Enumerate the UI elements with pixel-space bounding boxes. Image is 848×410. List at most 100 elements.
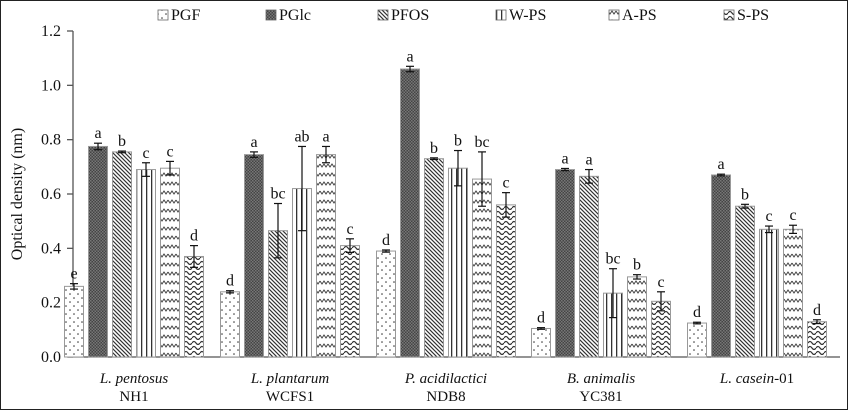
significance-letter: a bbox=[250, 134, 257, 151]
significance-letter: b bbox=[118, 133, 126, 150]
error-bar bbox=[717, 173, 725, 177]
legend-item-s-ps: S-PS bbox=[723, 7, 769, 24]
category-label-species: P. acidilactici bbox=[404, 371, 487, 387]
bar-pgf-0 bbox=[64, 285, 84, 358]
legend-item-pfos: PFOS bbox=[377, 7, 429, 24]
error-bar bbox=[406, 65, 414, 73]
error-bar bbox=[166, 160, 174, 176]
significance-letter: d bbox=[382, 232, 390, 249]
y-tick-label: 0.4 bbox=[41, 240, 61, 257]
error-bar bbox=[118, 150, 126, 154]
bar-pgf-3 bbox=[531, 327, 551, 358]
legend-item-a-ps: A-PS bbox=[608, 7, 657, 24]
legend-label: A-PS bbox=[622, 7, 657, 24]
significance-letter: b bbox=[430, 140, 438, 157]
error-bar bbox=[190, 245, 198, 268]
error-bar bbox=[250, 151, 258, 158]
significance-letter: ab bbox=[294, 128, 309, 145]
significance-letter: a bbox=[94, 125, 101, 142]
category-label-strain: WCFS1 bbox=[266, 389, 314, 405]
legend-item-pgf: PGF bbox=[157, 7, 200, 24]
bar-w-ps-2 bbox=[448, 167, 468, 358]
y-tick-label: 0.8 bbox=[41, 132, 61, 149]
significance-letter: bc bbox=[605, 251, 620, 268]
bar-pgf-4 bbox=[687, 322, 707, 358]
error-bar bbox=[502, 192, 510, 218]
significance-letter: b bbox=[741, 186, 749, 203]
legend-label: PFOS bbox=[391, 7, 429, 24]
significance-letter: a bbox=[585, 152, 592, 169]
significance-letter: d bbox=[813, 302, 821, 319]
legend-label: W-PS bbox=[509, 7, 546, 24]
category-label-species: L. plantarum bbox=[250, 371, 330, 387]
significance-letter: d bbox=[190, 228, 198, 245]
significance-letter: b bbox=[454, 133, 462, 150]
significance-letter: c bbox=[166, 143, 173, 160]
error-bar bbox=[142, 162, 150, 177]
category-label-strain: YC381 bbox=[579, 389, 622, 405]
bar-pfos-3 bbox=[579, 175, 599, 358]
y-tick-label: 0.0 bbox=[41, 349, 61, 366]
bar-a-ps-0 bbox=[160, 167, 180, 358]
legend-swatch bbox=[608, 9, 620, 21]
bar-pgf-1 bbox=[220, 291, 240, 358]
significance-letter: bc bbox=[270, 186, 285, 203]
y-tick-label: 0.6 bbox=[41, 186, 61, 203]
significance-letter: c bbox=[657, 274, 664, 291]
bar-pglc-0 bbox=[88, 145, 108, 358]
error-bar bbox=[765, 225, 773, 234]
error-bar bbox=[609, 268, 617, 319]
error-bar bbox=[693, 321, 701, 325]
legend-swatch bbox=[157, 9, 169, 21]
bar-pfos-4 bbox=[735, 205, 755, 358]
error-bar bbox=[94, 142, 102, 151]
significance-letter: bc bbox=[474, 134, 489, 151]
category-label-species: L. pentosus bbox=[99, 371, 169, 387]
significance-letter: d bbox=[537, 310, 545, 327]
bar-pglc-3 bbox=[555, 169, 575, 358]
significance-letter: a bbox=[322, 128, 329, 145]
significance-letter: c bbox=[789, 207, 796, 224]
bar-a-ps-3 bbox=[627, 276, 647, 358]
legend-swatch bbox=[723, 9, 735, 21]
error-bar bbox=[657, 291, 665, 312]
bar-pglc-4 bbox=[711, 174, 731, 358]
legend-swatch bbox=[265, 9, 277, 21]
error-bar bbox=[561, 167, 569, 172]
significance-letter: b bbox=[633, 257, 641, 274]
x-category-labels: L. pentosus NH1 L. plantarum WCFS1 P. acidil… bbox=[99, 371, 794, 405]
y-tick-label: 1.2 bbox=[41, 23, 61, 40]
legend: PGF PGlc PFOS W-PS A-PS S-PS bbox=[157, 7, 769, 24]
bar-s-ps-4 bbox=[807, 321, 827, 358]
bar-pfos-2 bbox=[424, 158, 444, 358]
category-label-species: B. animalis bbox=[567, 371, 635, 387]
bar-w-ps-4 bbox=[759, 228, 779, 358]
category-label-strain: NDB8 bbox=[426, 389, 465, 405]
error-bar bbox=[430, 157, 438, 161]
bar-pglc-1 bbox=[244, 154, 264, 358]
bar-s-ps-0 bbox=[184, 255, 204, 358]
bar-s-ps-2 bbox=[496, 204, 516, 358]
legend-item-pglc: PGlc bbox=[265, 7, 311, 24]
bar-pfos-0 bbox=[112, 151, 132, 358]
error-bar bbox=[346, 238, 354, 254]
y-tick-label: 0.2 bbox=[41, 295, 61, 312]
significance-letter: c bbox=[346, 221, 353, 238]
legend-item-w-ps: W-PS bbox=[495, 7, 546, 24]
significance-letter: c bbox=[502, 175, 509, 192]
significance-letter: c bbox=[765, 208, 772, 225]
error-bar bbox=[382, 249, 390, 253]
legend-label: PGlc bbox=[279, 7, 311, 24]
bar-pgf-2 bbox=[376, 250, 396, 358]
y-tick-label: 1.0 bbox=[41, 77, 61, 94]
significance-letter: a bbox=[561, 150, 568, 167]
legend-label: PGF bbox=[171, 7, 200, 24]
legend-swatch bbox=[495, 9, 507, 21]
legend-label: S-PS bbox=[737, 7, 769, 24]
error-bar bbox=[537, 327, 545, 330]
bar-s-ps-1 bbox=[340, 245, 360, 358]
y-ticks: 0.0 0.2 0.4 0.6 0.8 1.0 1.2 bbox=[41, 23, 73, 366]
bar-w-ps-0 bbox=[136, 169, 156, 358]
